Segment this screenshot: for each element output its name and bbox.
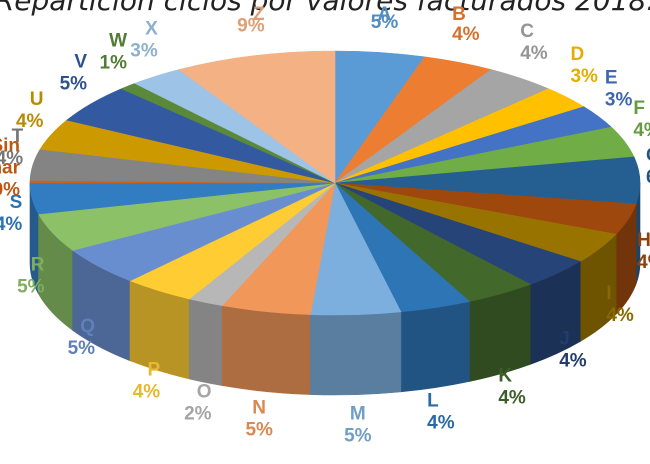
pie-labels: A5% B4% C4% D3%E3%F4% G6% H4%I4% J4% K4% L4% M5% N… [0, 4, 650, 446]
pie-side-o [188, 298, 223, 386]
pie-label-i: I 4% [606, 283, 634, 326]
pie-label-q: Q 5% [68, 316, 96, 359]
pie-label-d: D 3% [570, 44, 598, 87]
pie-label-k: K 4% [498, 365, 526, 408]
pie-label-c: C 4% [520, 21, 548, 64]
pie-label-z: Z 9% [237, 4, 265, 37]
pie-label-r: R 5% [17, 254, 45, 297]
pie-label-sin-asignar: Sinasignar0% [0, 135, 21, 200]
pie-label-w: W 1% [100, 30, 128, 73]
pie-side-n [221, 305, 311, 395]
pie-label-a: A5% [371, 4, 399, 33]
pie-label-b: B 4% [452, 4, 480, 45]
pie-label-n: N 5% [245, 398, 273, 441]
pie-label-t: T 4% [0, 126, 24, 169]
pie-label-u: U 4% [16, 89, 44, 132]
pie-side-l [400, 301, 470, 393]
pie-top-faces [29, 50, 641, 316]
pie-label-x: X 3% [130, 18, 158, 61]
pie-slice-z [178, 50, 336, 184]
pie-label-f: F4% [633, 98, 650, 141]
pie-label-e: E 3% [605, 68, 633, 111]
pie-label-j: J 4% [559, 329, 587, 372]
pie-label-g: G6% [646, 145, 650, 188]
pie-label-m: M 5% [344, 403, 372, 446]
pie-side-m [310, 311, 402, 396]
pie-label-v: V 5% [60, 52, 88, 95]
pie-label-o: O 2% [184, 381, 212, 424]
pie-label-h: H4% [637, 230, 650, 273]
pie-label-s: S 4% [0, 192, 22, 235]
pie-label-l: L 4% [427, 390, 455, 433]
pie-side-walls [29, 182, 641, 396]
pie-label-p: P 4% [133, 360, 161, 403]
chart-title: Repartición ciclos por valores facturado… [0, 0, 650, 17]
